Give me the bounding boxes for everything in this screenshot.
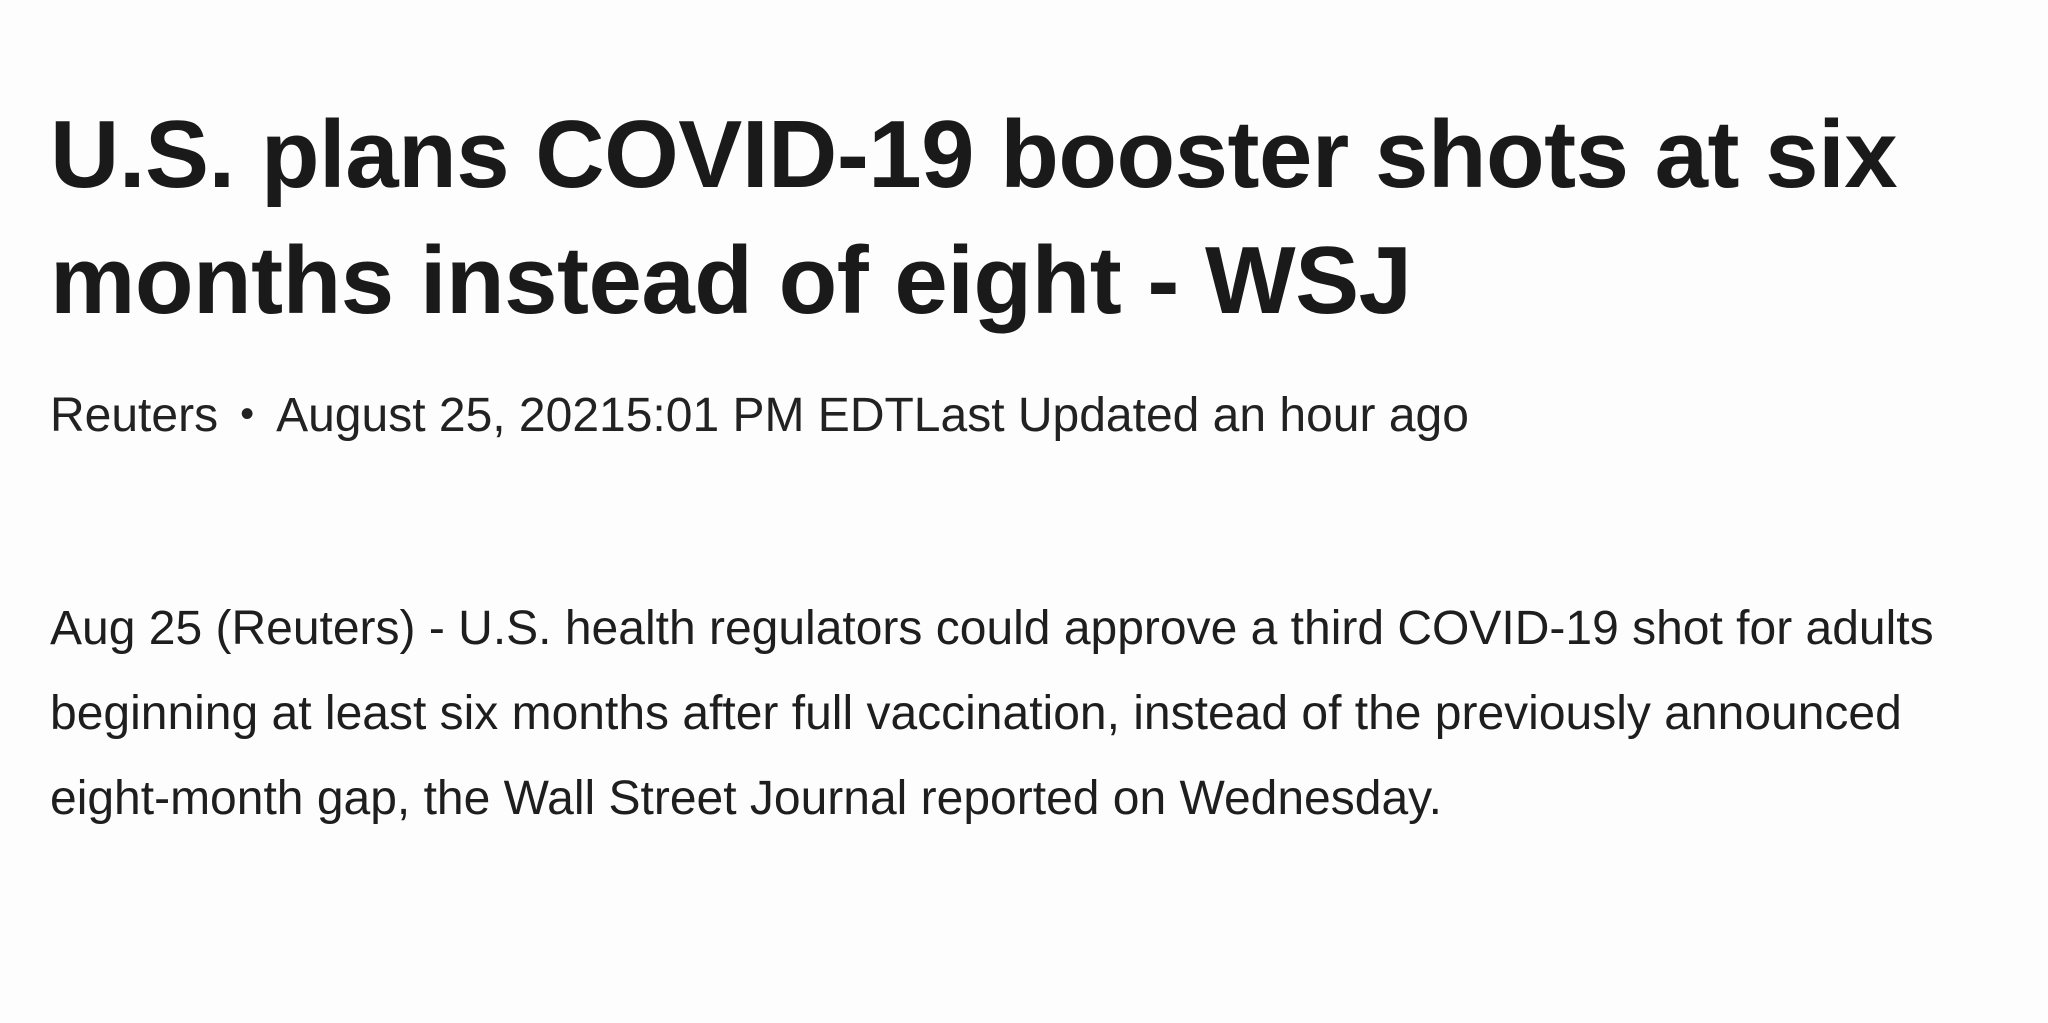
article-source[interactable]: Reuters — [50, 389, 219, 442]
article-body: Aug 25 (Reuters) - U.S. health regulator… — [50, 602, 1934, 825]
article-meta: Reuters • August 25, 20215:01 PM EDTLast U… — [50, 384, 1998, 446]
meta-separator: • — [240, 392, 255, 436]
article-headline: U.S. plans COVID-19 booster shots at six… — [50, 101, 1898, 334]
article-timestamp: August 25, 20215:01 PM EDTLast Updated a… — [276, 389, 1469, 442]
